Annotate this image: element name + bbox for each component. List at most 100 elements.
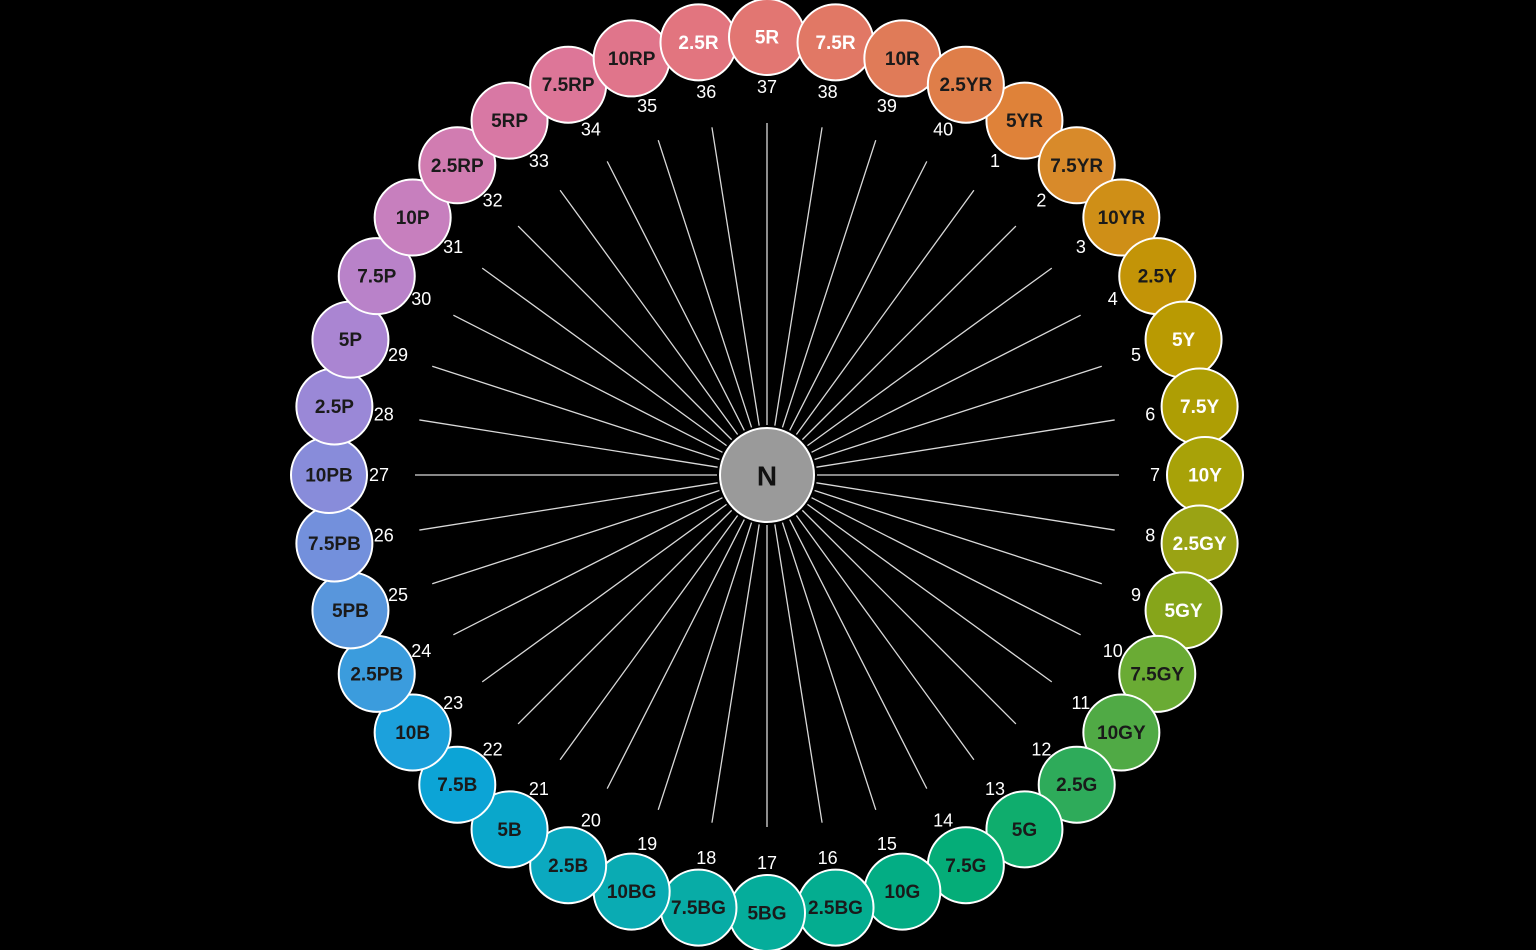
hue-node-2-5pb: 2.5PB — [337, 634, 416, 713]
hue-number-29: 29 — [388, 345, 408, 365]
hue-label: 7.5G — [945, 856, 986, 877]
hue-number-7: 7 — [1150, 465, 1160, 485]
hue-number-14: 14 — [933, 811, 953, 831]
hue-label: 7.5YR — [1050, 156, 1103, 177]
hue-label: 10P — [396, 208, 430, 229]
hue-node-5pb: 5PB — [311, 571, 390, 650]
hue-label: 7.5R — [815, 33, 855, 54]
hue-label: 5PB — [332, 601, 369, 622]
hue-node-2-5g: 2.5G — [1037, 745, 1116, 824]
hue-node-10b: 10B — [373, 693, 452, 772]
hue-number-34: 34 — [581, 119, 601, 139]
hue-node-7-5yr: 7.5YR — [1037, 126, 1116, 205]
hue-circle — [470, 790, 549, 869]
neutral-center-circle — [719, 427, 815, 523]
hue-number-3: 3 — [1076, 237, 1086, 257]
hue-node-7-5r: 7.5R — [796, 3, 875, 82]
hue-label: 2.5G — [1056, 775, 1097, 796]
spoke-8 — [816, 482, 1115, 531]
hue-number-20: 20 — [581, 811, 601, 831]
hue-number-5: 5 — [1131, 345, 1141, 365]
spoke-16 — [774, 524, 823, 823]
hue-circle — [926, 45, 1005, 124]
hue-circle — [1118, 634, 1197, 713]
hue-node-10rp: 10RP — [592, 19, 671, 98]
hue-label: 7.5PB — [308, 534, 361, 555]
hue-circle — [373, 178, 452, 257]
hue-node-2-5rp: 2.5RP — [418, 126, 497, 205]
spoke-20 — [606, 519, 745, 789]
hue-label: 5BG — [747, 904, 786, 925]
hue-label: 2.5YR — [939, 75, 992, 96]
spokes-group — [415, 123, 1119, 827]
hue-node-7-5pb: 7.5PB — [295, 504, 374, 583]
spoke-19 — [657, 522, 753, 810]
hue-number-37: 37 — [757, 77, 777, 97]
hue-circle — [985, 790, 1064, 869]
hue-number-8: 8 — [1145, 526, 1155, 546]
hue-node-2-5bg: 2.5BG — [796, 868, 875, 947]
hue-label: 10G — [884, 882, 920, 903]
spoke-32 — [517, 225, 733, 441]
hue-node-5g: 5G — [985, 790, 1064, 869]
hue-label: 5Y — [1172, 330, 1196, 351]
hue-label: 10R — [885, 49, 920, 70]
hue-label: 2.5GY — [1173, 534, 1227, 555]
spoke-40 — [789, 161, 928, 431]
spoke-4 — [811, 314, 1081, 453]
spoke-10 — [811, 497, 1081, 636]
spoke-5 — [814, 365, 1102, 461]
hue-circle — [373, 693, 452, 772]
hue-node-10y: 10Y — [1166, 436, 1244, 514]
hue-circle — [1082, 693, 1161, 772]
hue-number-9: 9 — [1131, 585, 1141, 605]
hue-number-24: 24 — [411, 641, 431, 661]
spoke-24 — [453, 497, 723, 636]
spoke-12 — [801, 509, 1017, 725]
spoke-2 — [801, 225, 1017, 441]
spoke-31 — [481, 267, 727, 447]
hue-node-2-5p: 2.5P — [295, 367, 374, 446]
hue-number-21: 21 — [529, 779, 549, 799]
hue-node-10p: 10P — [373, 178, 452, 257]
hue-number-23: 23 — [443, 693, 463, 713]
hue-label: 2.5BG — [808, 898, 863, 919]
hue-node-7-5y: 7.5Y — [1160, 367, 1239, 446]
spoke-9 — [814, 489, 1102, 585]
hue-label: 10RP — [608, 49, 656, 70]
spoke-15 — [781, 522, 877, 810]
hue-node-2-5yr: 2.5YR — [926, 45, 1005, 124]
hue-number-16: 16 — [818, 848, 838, 868]
hue-label: 2.5PB — [350, 664, 403, 685]
hue-label: 10PB — [305, 466, 353, 487]
hue-label: 7.5GY — [1130, 664, 1184, 685]
hue-node-5yr: 5YR — [985, 81, 1064, 160]
spoke-13 — [795, 515, 975, 761]
hue-node-10yr: 10YR — [1082, 178, 1161, 257]
hue-label: 10YR — [1098, 208, 1146, 229]
hue-node-5bg: 5BG — [728, 874, 806, 950]
hue-node-2-5r: 2.5R — [659, 3, 738, 82]
hue-label: 2.5Y — [1138, 267, 1177, 288]
hue-label: 10BG — [607, 882, 657, 903]
spoke-30 — [453, 314, 723, 453]
hue-number-40: 40 — [933, 119, 953, 139]
spoke-25 — [432, 489, 720, 585]
hue-circle — [470, 81, 549, 160]
hue-circle — [529, 826, 608, 905]
hue-number-18: 18 — [696, 848, 716, 868]
hue-number-13: 13 — [985, 779, 1005, 799]
hue-label: 5B — [497, 820, 521, 841]
spoke-11 — [807, 503, 1053, 683]
spoke-36 — [711, 127, 760, 426]
hue-number-22: 22 — [483, 739, 503, 759]
hue-label: 2.5B — [548, 856, 588, 877]
hue-node-7-5p: 7.5P — [337, 237, 416, 316]
hue-number-26: 26 — [374, 526, 394, 546]
hue-circle — [418, 745, 497, 824]
hue-node-5rp: 5RP — [470, 81, 549, 160]
hue-label: 10B — [395, 723, 430, 744]
hue-number-27: 27 — [369, 465, 389, 485]
spoke-38 — [774, 127, 823, 426]
hue-number-33: 33 — [529, 151, 549, 171]
